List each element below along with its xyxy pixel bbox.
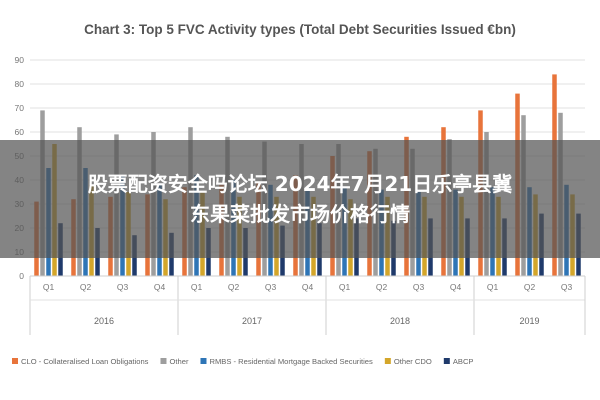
year-label: 2019: [519, 316, 539, 326]
legend-label: ABCP: [453, 357, 474, 366]
x-tick-label: Q2: [228, 282, 240, 292]
x-tick-label: Q1: [43, 282, 55, 292]
x-tick-label: Q1: [339, 282, 351, 292]
legend-label: RMBS - Residential Mortgage Backed Secur…: [209, 357, 373, 366]
x-tick-label: Q2: [524, 282, 536, 292]
legend-label: Other: [169, 357, 188, 366]
overlay-banner: 股票配资安全吗论坛 2024年7月21日乐亭县冀 东果菜批发市场价格行情: [0, 140, 600, 258]
x-tick-label: Q4: [154, 282, 166, 292]
legend-label: Other CDO: [394, 357, 432, 366]
y-tick-label: 60: [15, 127, 25, 137]
x-axis: Q1 Q2 Q3 Q4 Q1 Q2 Q3 Q4 Q1 Q2 Q3 Q4 Q1 Q2 Q3 2016 2017 20…: [29, 275, 586, 335]
year-label: 2017: [242, 316, 262, 326]
overlay-line-2: 东果菜批发市场价格行情: [190, 202, 410, 226]
x-tick-label: Q3: [561, 282, 573, 292]
y-tick-label: 90: [15, 55, 25, 65]
legend: CLO - Collateralised Loan Obligations Oth…: [12, 357, 474, 366]
overlay-line-1: 股票配资安全吗论坛 2024年7月21日乐亭县冀: [87, 172, 513, 196]
x-tick-label: Q4: [302, 282, 314, 292]
year-label: 2018: [390, 316, 410, 326]
overlay-text: 股票配资安全吗论坛 2024年7月21日乐亭县冀 东果菜批发市场价格行情: [20, 169, 580, 229]
x-tick-label: Q1: [487, 282, 499, 292]
x-tick-label: Q4: [450, 282, 462, 292]
y-tick-label: 0: [19, 271, 24, 281]
legend-label: CLO - Collateralised Loan Obligations: [21, 357, 149, 366]
x-tick-label: Q3: [265, 282, 277, 292]
y-tick-label: 70: [15, 103, 25, 113]
x-tick-label: Q2: [80, 282, 92, 292]
legend-swatch: [384, 358, 391, 364]
legend-swatch: [200, 358, 207, 364]
legend-swatch: [160, 358, 167, 364]
legend-swatch: [443, 358, 450, 364]
year-label: 2016: [94, 316, 114, 326]
x-tick-label: Q3: [117, 282, 129, 292]
x-tick-label: Q3: [413, 282, 425, 292]
legend-swatch: [12, 358, 18, 364]
y-tick-label: 80: [15, 79, 25, 89]
chart-title: Chart 3: Top 5 FVC Activity types (Total…: [84, 22, 516, 37]
x-tick-label: Q1: [191, 282, 203, 292]
x-tick-label: Q2: [376, 282, 388, 292]
